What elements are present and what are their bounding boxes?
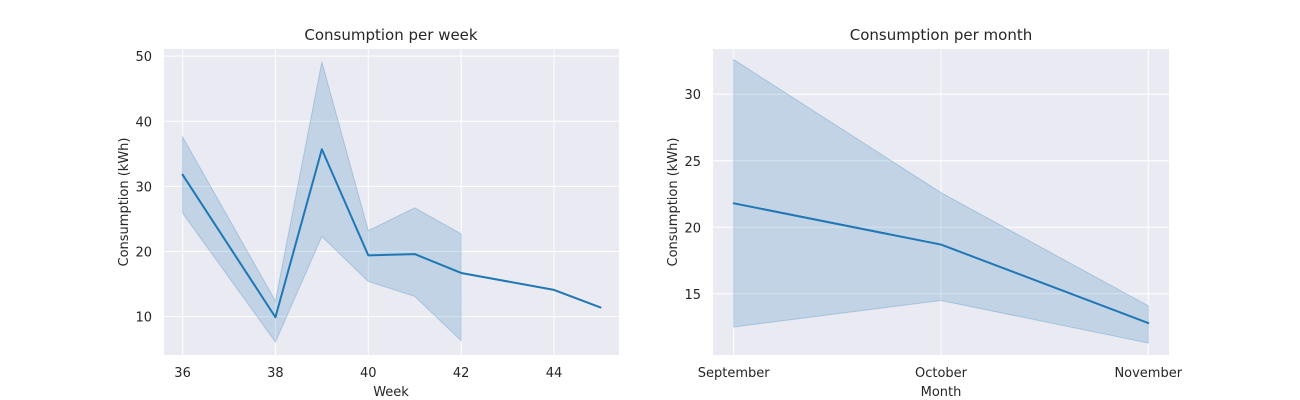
confidence-interval-area (182, 61, 462, 343)
data-point (459, 271, 463, 275)
x-axis-label: Month (921, 385, 962, 400)
chart-title: Consumption per month (850, 26, 1032, 44)
x-tick-label: 38 (267, 366, 284, 381)
series-line (732, 201, 1150, 325)
data-point (320, 147, 324, 151)
confidence-interval-area (733, 58, 1149, 344)
data-point (273, 315, 277, 319)
y-tick-label: 30 (135, 180, 152, 195)
y-tick-label: 20 (135, 245, 152, 260)
y-tick-label: 40 (135, 115, 152, 130)
y-tick-label: 30 (684, 88, 701, 103)
x-tick-labels: September October November (698, 366, 1183, 381)
x-tick-labels: 36 38 40 42 44 (174, 366, 562, 381)
data-point (413, 252, 417, 256)
data-point (366, 253, 370, 257)
x-tick-label: 40 (360, 366, 377, 381)
weekly-consumption-chart: 36 38 40 42 44 10 20 30 40 50 Consumption per we… (117, 26, 619, 400)
chart-title: Consumption per week (304, 26, 478, 44)
series-line (181, 147, 602, 319)
x-axis-label: Week (373, 385, 409, 400)
confidence-band (182, 61, 462, 343)
x-tick-label: 36 (174, 366, 191, 381)
x-tick-label: 42 (453, 366, 470, 381)
y-axis-label: Consumption (kWh) (117, 138, 132, 267)
y-tick-label: 15 (684, 288, 701, 303)
grid-lines (164, 49, 619, 355)
plot-area (164, 49, 619, 355)
x-tick-label: October (915, 366, 968, 381)
data-point (181, 173, 185, 177)
y-tick-label: 10 (135, 311, 152, 326)
data-point (939, 243, 943, 247)
y-tick-labels: 10 20 30 40 50 (135, 50, 152, 325)
y-axis-label: Consumption (kWh) (666, 138, 681, 267)
y-tick-label: 25 (684, 155, 701, 170)
y-tick-label: 50 (135, 50, 152, 65)
data-point (598, 305, 602, 309)
x-tick-label: September (698, 366, 771, 381)
x-tick-label: November (1114, 366, 1182, 381)
consumption-line (181, 148, 602, 319)
data-point (732, 201, 736, 205)
data-point (1146, 321, 1150, 325)
data-point (552, 288, 556, 292)
confidence-band (733, 58, 1149, 344)
x-tick-label: 44 (546, 366, 563, 381)
y-tick-labels: 15 20 25 30 (684, 88, 701, 303)
monthly-consumption-chart: September October November 15 20 25 30 Consum… (666, 26, 1183, 400)
y-tick-label: 20 (684, 221, 701, 236)
grid-lines (713, 49, 1169, 355)
consumption-line (732, 202, 1150, 325)
